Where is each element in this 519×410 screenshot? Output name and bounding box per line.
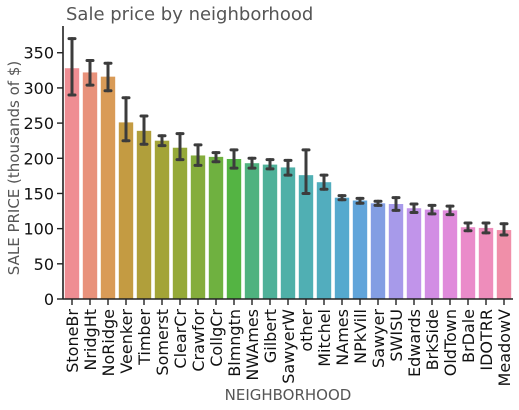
x-tick-label: Sawyer: [369, 309, 388, 368]
y-tick-label: 350: [23, 44, 54, 63]
x-tick-label: Veenker: [117, 309, 136, 374]
bar: [352, 200, 368, 299]
x-tick-label: MeadowV: [495, 309, 514, 386]
x-tick-label: StoneBr: [63, 309, 82, 373]
bar: [190, 155, 206, 299]
y-tick-label: 50: [34, 255, 54, 274]
x-tick-label: IDOTRR: [477, 309, 496, 371]
bar: [316, 182, 332, 299]
y-tick-label: 150: [23, 184, 54, 203]
x-tick-label: Edwards: [405, 309, 424, 377]
bar: [208, 156, 224, 299]
bar: [388, 204, 404, 299]
x-tick-label: OldTown: [441, 309, 460, 376]
y-tick-label: 300: [23, 79, 54, 98]
bar: [118, 122, 134, 299]
x-tick-label: Blmngtn: [225, 309, 244, 377]
plot-area: 0 50 100 150 200 250 300 350 StoneBr NridgHt NoRid…: [23, 37, 514, 386]
bar: [100, 76, 116, 299]
x-axis-label: NEIGHBORHOOD: [225, 386, 352, 404]
y-tick-label: 100: [23, 220, 54, 239]
x-tick-label: CollgCr: [207, 309, 226, 367]
bar: [442, 210, 458, 299]
x-tick-label: Gilbert: [261, 309, 280, 363]
y-tick-label: 0: [44, 290, 54, 309]
x-tick-label: SWISU: [387, 309, 406, 362]
x-tick-label: other: [297, 309, 316, 352]
x-tick-label: NPkVill: [351, 309, 370, 364]
x-tick-label: SawyerW: [279, 309, 298, 384]
x-tick-label: BrkSide: [423, 309, 442, 370]
bar: [496, 230, 512, 299]
y-axis-label: SALE PRICE (thousands of $): [5, 61, 23, 275]
bar: [460, 227, 476, 299]
bar: [424, 209, 440, 299]
x-tick-label: Mitchel: [315, 309, 334, 367]
bar: [406, 208, 422, 299]
y-tick-label: 250: [23, 114, 54, 133]
x-tick-label: Crawfor: [189, 309, 208, 372]
bar: [172, 147, 188, 299]
y-tick-label: 200: [23, 149, 54, 168]
bar: [370, 203, 386, 299]
x-tick-label: NridgHt: [81, 309, 100, 371]
bar: [64, 68, 80, 299]
bar: [244, 163, 260, 299]
bar: [262, 164, 278, 299]
bar: [82, 72, 98, 299]
bar: [226, 158, 242, 299]
x-tick-label: NWAmes: [243, 309, 262, 381]
x-tick-label: NAmes: [333, 309, 352, 366]
x-tick-label: NoRidge: [99, 309, 118, 376]
x-tick-label: Somerst: [153, 309, 172, 376]
x-tick-label: ClearCr: [171, 309, 190, 369]
bar: [478, 227, 494, 299]
bar: [136, 130, 152, 299]
bar: [334, 197, 350, 299]
chart-title: Sale price by neighborhood: [66, 4, 313, 25]
bar: [298, 175, 314, 299]
x-tick-label: Timber: [135, 309, 154, 366]
bar: [280, 167, 296, 299]
x-tick-label: BrDale: [459, 309, 478, 363]
bar: [154, 140, 170, 299]
